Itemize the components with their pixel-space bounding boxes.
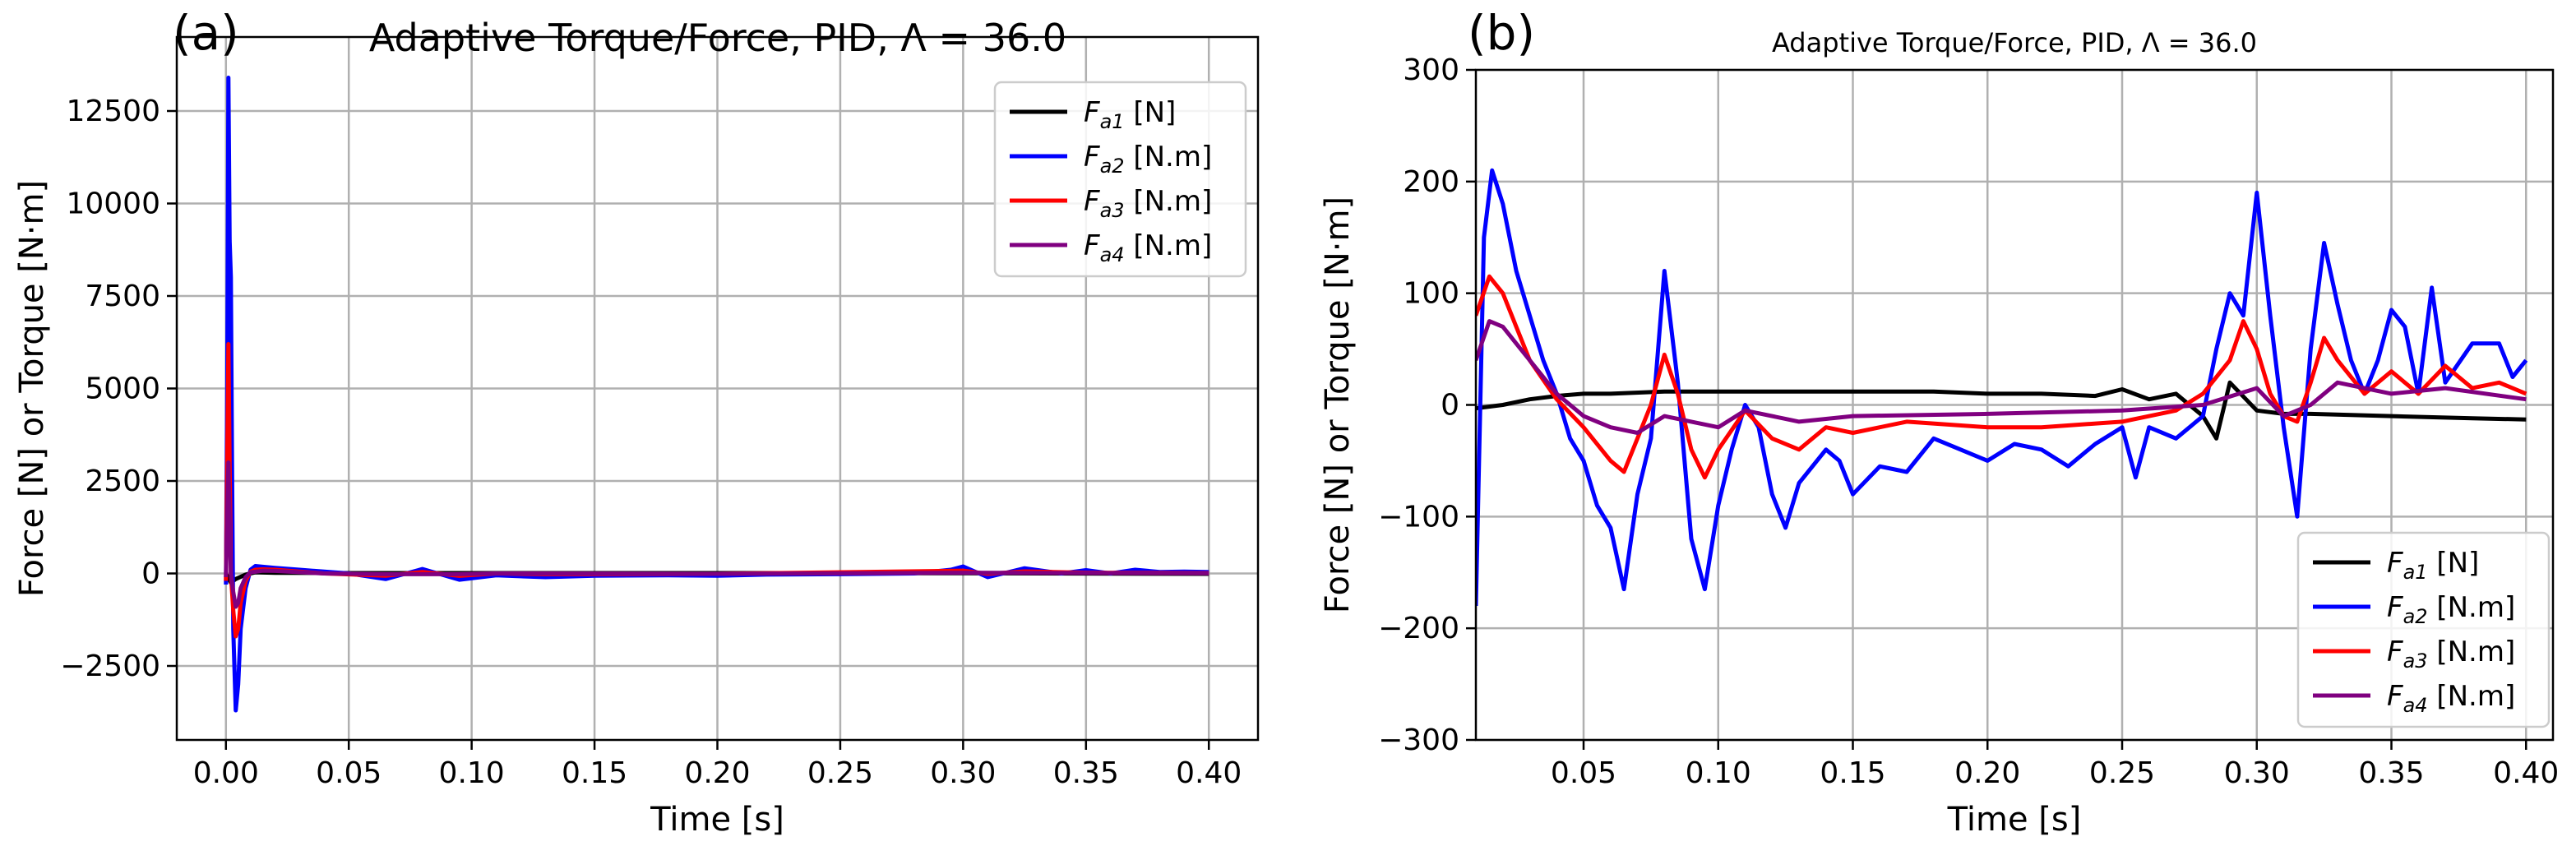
y-tick-label-b-1: −200 bbox=[1378, 612, 1459, 645]
y-ticks-b: −300 −200 −100 0 100 200 300 bbox=[1378, 53, 1476, 757]
x-tick-label-a-7: 0.35 bbox=[1053, 756, 1119, 790]
legend-label-a1-b: Fa1 [N] bbox=[2387, 547, 2479, 584]
series-line-a4-b bbox=[1476, 319, 2527, 435]
series-line-a2-b bbox=[1476, 168, 2528, 607]
series-line-a3-b bbox=[1476, 274, 2527, 480]
legend-box-b bbox=[2296, 531, 2551, 728]
x-axis-label-b: Time [s] bbox=[1947, 801, 2082, 839]
chart-panel-a: 0.00 0.05 0.10 0.15 0.20 0.25 0.30 0.35 0.40 −25… bbox=[13, 5, 1260, 839]
chart-title-b: Adaptive Torque/Force, PID, Λ = 36.0 bbox=[1772, 27, 2257, 58]
x-tick-label-a-4: 0.20 bbox=[684, 756, 750, 790]
x-axis-label-a: Time [s] bbox=[650, 801, 784, 839]
legend-label-a4-a: Fa4 [N.m] bbox=[1084, 229, 1212, 266]
x-tick-label-a-5: 0.25 bbox=[807, 756, 873, 790]
x-tick-label-b-1: 0.10 bbox=[1686, 756, 1751, 790]
y-tick-label-b-5: 200 bbox=[1403, 165, 1459, 199]
legend-box-a bbox=[993, 81, 1247, 278]
y-tick-label-b-0: −300 bbox=[1378, 723, 1459, 757]
y-tick-label-b-3: 0 bbox=[1441, 389, 1459, 423]
x-ticks-b: 0.05 0.10 0.15 0.20 0.25 0.30 0.35 0.40 bbox=[1551, 740, 2559, 790]
y-tick-label-a-5: 10000 bbox=[66, 187, 160, 221]
legend-label-a1-a: Fa1 [N] bbox=[1084, 96, 1176, 133]
legend-label-a2-b: Fa2 [N.m] bbox=[2387, 591, 2515, 628]
y-tick-label-a-4: 7500 bbox=[85, 280, 160, 313]
y-tick-label-a-2: 2500 bbox=[85, 465, 160, 498]
legend-label-a3-a: Fa3 [N.m] bbox=[1084, 185, 1212, 222]
x-tick-label-b-7: 0.40 bbox=[2493, 756, 2559, 790]
legend-label-a2-a: Fa2 [N.m] bbox=[1084, 141, 1212, 178]
y-tick-label-b-2: −100 bbox=[1378, 500, 1459, 534]
x-tick-label-a-2: 0.10 bbox=[439, 756, 505, 790]
x-tick-label-b-5: 0.30 bbox=[2224, 756, 2290, 790]
x-tick-label-a-6: 0.30 bbox=[930, 756, 996, 790]
x-tick-label-b-2: 0.15 bbox=[1820, 756, 1885, 790]
series-line-a4-a bbox=[224, 460, 1209, 609]
legend-a: Fa1 [N] Fa2 [N.m] Fa3 [N.m] Fa4 [N.m] bbox=[993, 81, 1247, 278]
x-tick-label-a-8: 0.40 bbox=[1176, 756, 1242, 790]
y-axis-label-b: Force [N] or Torque [N·m] bbox=[1319, 196, 1357, 613]
series-lines-a bbox=[224, 76, 1209, 713]
y-tick-label-a-3: 5000 bbox=[85, 372, 160, 406]
y-tick-label-a-1: 0 bbox=[141, 557, 160, 591]
y-tick-label-a-0: −2500 bbox=[60, 650, 160, 683]
x-tick-label-b-6: 0.35 bbox=[2358, 756, 2424, 790]
y-tick-label-b-6: 300 bbox=[1403, 53, 1459, 87]
chart-title-a: Adaptive Torque/Force, PID, Λ = 36.0 bbox=[369, 16, 1066, 60]
legend-b: Fa1 [N] Fa2 [N.m] Fa3 [N.m] Fa4 [N.m] bbox=[2296, 531, 2551, 728]
y-ticks-a: −2500 0 2500 5000 7500 10000 12500 bbox=[60, 95, 177, 683]
x-ticks-a: 0.00 0.05 0.10 0.15 0.20 0.25 0.30 0.35 0.40 bbox=[193, 740, 1242, 790]
x-tick-label-b-4: 0.25 bbox=[2089, 756, 2155, 790]
series-lines-b bbox=[1476, 168, 2528, 607]
panel-tag-b: (b) bbox=[1468, 5, 1535, 61]
x-tick-label-b-3: 0.20 bbox=[1954, 756, 2020, 790]
legend-label-a4-b: Fa4 [N.m] bbox=[2387, 680, 2515, 717]
legend-label-a3-b: Fa3 [N.m] bbox=[2387, 636, 2515, 673]
x-tick-label-a-1: 0.05 bbox=[316, 756, 382, 790]
x-tick-label-a-0: 0.00 bbox=[193, 756, 259, 790]
y-axis-label-a: Force [N] or Torque [N·m] bbox=[13, 180, 51, 597]
x-tick-label-a-3: 0.15 bbox=[562, 756, 627, 790]
y-tick-label-b-4: 100 bbox=[1403, 277, 1459, 311]
chart-panel-b: 0.05 0.10 0.15 0.20 0.25 0.30 0.35 0.40 −300 −20… bbox=[1319, 5, 2559, 839]
y-tick-label-a-6: 12500 bbox=[66, 95, 160, 128]
panel-tag-a: (a) bbox=[173, 5, 239, 61]
x-tick-label-b-0: 0.05 bbox=[1551, 756, 1616, 790]
